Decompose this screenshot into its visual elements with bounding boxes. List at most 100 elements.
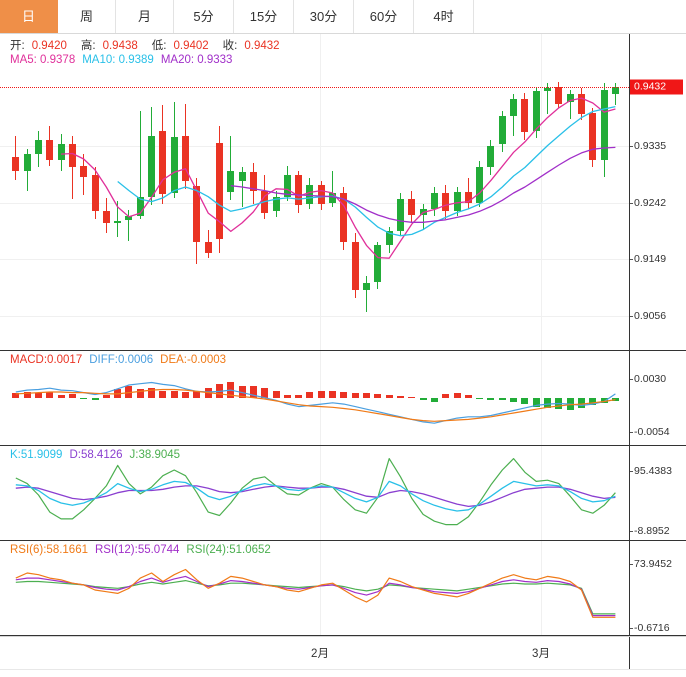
candle-body	[521, 99, 529, 133]
candle-body	[159, 130, 167, 195]
kdj-plot-area[interactable]	[0, 446, 629, 540]
candle-body	[396, 199, 404, 232]
price-plot-area[interactable]	[0, 34, 629, 350]
candlestick	[340, 34, 348, 350]
macd-histogram-bar	[102, 394, 110, 398]
candlestick	[306, 34, 314, 350]
tab-周[interactable]: 周	[58, 0, 116, 33]
tab-5分[interactable]: 5分	[174, 0, 234, 33]
candle-body	[464, 191, 472, 203]
macd-histogram-bar	[476, 397, 484, 399]
macd-histogram-bar	[430, 397, 438, 402]
rsi-axis-tick: 73.9452	[630, 558, 672, 571]
kdj-axis-tick: 95.4383	[630, 465, 672, 478]
rsi-panel: 73.9452 -0.6716 RSI(6):58.1661 RSI(12):55.…	[0, 541, 686, 635]
candle-body	[544, 88, 552, 92]
candle-body	[249, 172, 257, 191]
macd-histogram-bar	[453, 392, 461, 398]
candlestick	[57, 34, 65, 350]
macd-histogram-bar	[600, 397, 608, 403]
candlestick	[102, 34, 110, 350]
kdj-axis-tick: -8.8952	[630, 524, 670, 537]
candle-wick	[614, 83, 616, 106]
macd-histogram-bar	[182, 392, 190, 398]
macd-histogram-bar	[46, 392, 54, 398]
macd-histogram-bar	[238, 385, 246, 398]
legend-item: J:38.9045	[129, 449, 181, 461]
gridline	[0, 259, 629, 261]
macd-legend: MACD:0.0017 DIFF:0.0006 DEA:-0.0003	[10, 354, 233, 366]
candle-body	[510, 99, 518, 116]
macd-histogram-bar	[170, 391, 178, 398]
candlestick	[215, 34, 223, 350]
candle-body	[23, 154, 31, 171]
candlestick	[430, 34, 438, 350]
macd-histogram-bar	[272, 390, 280, 398]
candle-body	[193, 185, 201, 242]
candlestick	[566, 34, 574, 350]
candlestick	[510, 34, 518, 350]
macd-axis: 0.0030 -0.0054	[629, 351, 686, 445]
ma-legend-item: MA10: 0.9389	[82, 54, 154, 66]
candlestick	[555, 34, 563, 350]
candlestick	[170, 34, 178, 350]
macd-histogram-bar	[532, 397, 540, 407]
macd-histogram-bar	[521, 397, 529, 405]
macd-histogram-bar	[351, 392, 359, 398]
panel-divider-bottom	[0, 635, 686, 636]
panel-divider-rsi	[0, 540, 686, 541]
macd-histogram-bar	[136, 388, 144, 398]
candlestick	[464, 34, 472, 350]
kdj-lines	[15, 458, 616, 526]
tab-日[interactable]: 日	[0, 0, 58, 33]
tab-30分[interactable]: 30分	[294, 0, 354, 33]
month-gridline	[320, 541, 321, 635]
ma-legend-item: MA20: 0.9333	[160, 54, 233, 66]
candle-wick	[366, 275, 368, 313]
ohlc-item: 收: 0.9432	[222, 40, 280, 52]
candlestick	[125, 34, 133, 350]
candlestick	[442, 34, 450, 350]
month-gridline	[541, 541, 542, 635]
macd-histogram-bar	[283, 394, 291, 398]
candlestick	[272, 34, 280, 350]
candlestick	[611, 34, 619, 350]
ohlc-item: 开: 0.9420	[10, 40, 67, 52]
candle-body	[215, 143, 223, 240]
price-axis-tick: 0.9335	[629, 140, 667, 153]
candle-body	[46, 140, 54, 161]
candlestick	[114, 34, 122, 350]
candle-body	[442, 193, 450, 212]
macd-histogram-bar	[68, 393, 76, 398]
tab-4时[interactable]: 4时	[414, 0, 474, 33]
chart-stack: 0.9335 0.9242 0.9149 0.9056 0.9432 开: 0.9420 高…	[0, 34, 686, 677]
macd-plot-area[interactable]	[0, 351, 629, 445]
candle-body	[374, 245, 382, 282]
rsi-legend: RSI(6):58.1661 RSI(12):55.0744 RSI(24):51.…	[10, 544, 278, 556]
price-axis-tick: 0.9242	[629, 196, 667, 209]
candle-body	[12, 156, 20, 171]
candlestick	[193, 34, 201, 350]
candlestick	[227, 34, 235, 350]
candle-body	[57, 144, 65, 161]
candle-body	[600, 89, 608, 161]
candle-body	[385, 231, 393, 246]
candle-body	[227, 170, 235, 192]
macd-histogram-bar	[419, 397, 427, 400]
tab-60分[interactable]: 60分	[354, 0, 414, 33]
candlestick	[12, 34, 20, 350]
macd-histogram-bar	[295, 395, 303, 398]
rsi-axis-tick: -0.6716	[630, 622, 670, 635]
candlestick	[159, 34, 167, 350]
rsi-plot-area[interactable]	[0, 541, 629, 635]
tabbar-filler	[474, 0, 686, 33]
tab-15分[interactable]: 15分	[234, 0, 294, 33]
rsi-axis: 73.9452 -0.6716	[629, 541, 686, 635]
candle-body	[351, 241, 359, 291]
macd-histogram-bar	[442, 393, 450, 398]
price-panel: 0.9335 0.9242 0.9149 0.9056 0.9432 开: 0.9420 高…	[0, 34, 686, 350]
tab-月[interactable]: 月	[116, 0, 174, 33]
macd-histogram-bar	[159, 391, 167, 398]
last-price-tag: 0.9432	[630, 79, 683, 95]
legend-item: RSI(6):58.1661	[10, 544, 88, 556]
